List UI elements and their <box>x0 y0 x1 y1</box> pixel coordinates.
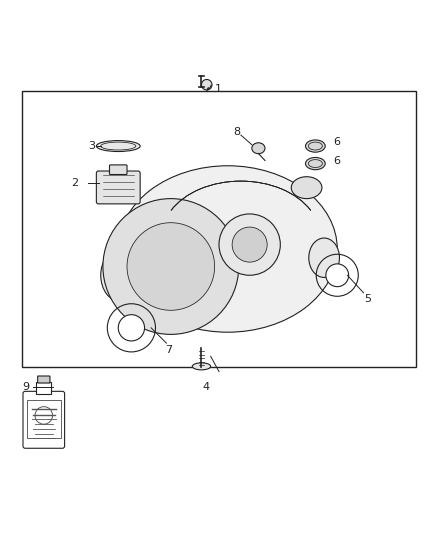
Circle shape <box>201 79 212 90</box>
Text: 2: 2 <box>71 178 78 188</box>
Circle shape <box>118 314 145 341</box>
FancyBboxPatch shape <box>23 391 65 448</box>
Text: 5: 5 <box>364 294 371 304</box>
Text: 7: 7 <box>165 345 172 355</box>
Circle shape <box>232 227 267 262</box>
FancyBboxPatch shape <box>110 165 127 174</box>
Circle shape <box>103 199 239 334</box>
FancyBboxPatch shape <box>36 382 51 394</box>
Ellipse shape <box>291 177 322 199</box>
Text: 3: 3 <box>88 141 95 151</box>
Ellipse shape <box>305 140 325 152</box>
Circle shape <box>219 214 280 275</box>
Ellipse shape <box>101 249 140 302</box>
Ellipse shape <box>192 363 211 370</box>
Text: 8: 8 <box>233 127 240 136</box>
Ellipse shape <box>252 143 265 154</box>
FancyBboxPatch shape <box>27 400 60 438</box>
Ellipse shape <box>309 238 339 278</box>
Circle shape <box>127 223 215 310</box>
FancyBboxPatch shape <box>38 376 50 383</box>
Text: 6: 6 <box>333 136 340 147</box>
Ellipse shape <box>96 141 140 151</box>
FancyBboxPatch shape <box>96 171 140 204</box>
Text: 9: 9 <box>23 382 30 392</box>
Text: 4: 4 <box>202 382 209 392</box>
Text: 6: 6 <box>333 156 340 166</box>
Circle shape <box>326 264 349 287</box>
Ellipse shape <box>305 157 325 169</box>
Text: 1: 1 <box>215 84 222 94</box>
Ellipse shape <box>118 166 337 332</box>
